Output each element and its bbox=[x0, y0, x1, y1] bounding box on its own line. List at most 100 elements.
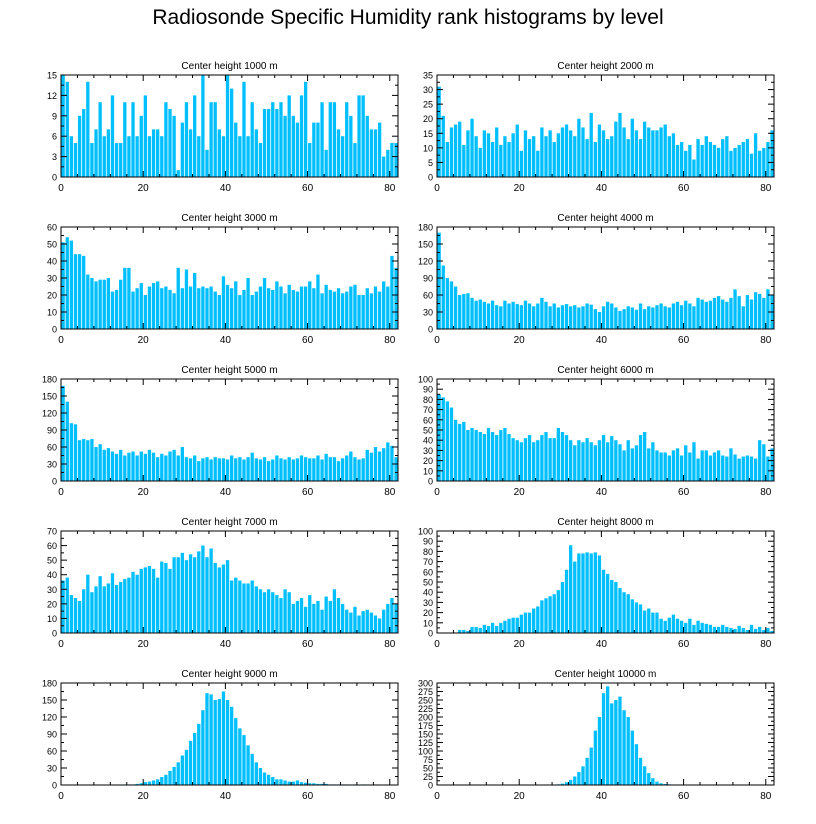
histogram-bar bbox=[523, 300, 528, 329]
histogram-bar bbox=[156, 577, 160, 633]
histogram-bar bbox=[86, 274, 90, 329]
histogram-panel: Center height 6000 m0 20 40 60 8001020304050… bbox=[418, 365, 775, 498]
histogram-bar bbox=[299, 598, 304, 633]
histogram-bar bbox=[585, 757, 589, 785]
histogram-bar bbox=[205, 288, 209, 329]
histogram-bar bbox=[532, 608, 536, 633]
histogram-bar bbox=[373, 447, 378, 481]
histogram-bar bbox=[437, 86, 441, 177]
histogram-bar bbox=[655, 450, 659, 481]
histogram-bar bbox=[597, 440, 602, 481]
histogram-bar bbox=[503, 300, 507, 329]
histogram-bar bbox=[225, 700, 230, 785]
y-tick-label: 30 bbox=[47, 460, 57, 470]
histogram-bar bbox=[655, 612, 659, 633]
histogram-bar bbox=[299, 95, 304, 177]
histogram-bar bbox=[164, 286, 168, 329]
histogram-bar bbox=[762, 297, 766, 329]
histogram-bar bbox=[729, 150, 733, 177]
histogram-bar bbox=[626, 594, 630, 633]
x-tick-label: 40 bbox=[220, 183, 232, 194]
histogram-bar bbox=[737, 144, 741, 177]
histogram-bar bbox=[225, 75, 230, 177]
histogram-bar bbox=[320, 102, 324, 177]
histogram-bar bbox=[634, 602, 639, 633]
x-tick-label: 60 bbox=[678, 791, 690, 802]
histogram-bar bbox=[168, 289, 172, 329]
histogram-bar bbox=[164, 774, 168, 785]
histogram-bar bbox=[486, 625, 491, 633]
histogram-bar bbox=[266, 288, 271, 329]
histogram-bar bbox=[205, 693, 209, 785]
histogram-bar bbox=[102, 586, 106, 633]
histogram-bar bbox=[197, 461, 201, 481]
histogram-bar bbox=[353, 143, 357, 177]
histogram-bar bbox=[622, 127, 626, 177]
histogram-bar bbox=[626, 717, 630, 785]
x-tick-label: 60 bbox=[678, 487, 690, 498]
y-tick-label: 35 bbox=[423, 71, 433, 81]
histogram-bar bbox=[127, 267, 131, 329]
histogram-bar bbox=[143, 782, 148, 785]
histogram-bar bbox=[532, 442, 536, 481]
histogram-bar bbox=[716, 626, 721, 633]
histogram-bar bbox=[610, 136, 614, 177]
histogram-bar bbox=[242, 735, 246, 785]
histogram-bar bbox=[766, 627, 770, 633]
histogram-bar bbox=[688, 618, 692, 633]
histogram-bar bbox=[449, 281, 454, 329]
histogram-bar bbox=[721, 624, 725, 633]
histogram-bar bbox=[382, 281, 386, 329]
histogram-bar bbox=[564, 124, 569, 177]
x-tick-label: 0 bbox=[58, 791, 64, 802]
histogram-bar bbox=[340, 136, 345, 177]
histogram-bar bbox=[250, 102, 254, 177]
histogram-bar bbox=[486, 427, 491, 481]
y-tick-label: 60 bbox=[423, 415, 433, 425]
panel-title: Center height 5000 m bbox=[181, 365, 277, 376]
histogram-bar bbox=[692, 159, 696, 177]
histogram-bar bbox=[745, 295, 750, 329]
histogram-bar bbox=[737, 625, 741, 633]
histogram-bar bbox=[753, 292, 758, 329]
histogram-bar bbox=[279, 779, 283, 785]
histogram-bar bbox=[394, 457, 398, 481]
y-tick-label: 90 bbox=[423, 537, 433, 547]
histogram-panel: Center height 8000 m0 20 40 60 8001020304050… bbox=[418, 517, 775, 650]
histogram-bar bbox=[332, 102, 337, 177]
histogram-bar bbox=[131, 291, 135, 329]
histogram-bar bbox=[647, 306, 651, 329]
y-tick-label: 100 bbox=[418, 527, 433, 537]
histogram-bar bbox=[61, 580, 65, 633]
histogram-bar bbox=[246, 745, 250, 785]
x-tick-label: 40 bbox=[220, 335, 232, 346]
histogram-bar bbox=[287, 284, 291, 329]
histogram-bar bbox=[564, 435, 569, 481]
y-tick-label: 150 bbox=[42, 696, 57, 706]
histogram-bar bbox=[762, 444, 766, 481]
histogram-bar bbox=[188, 458, 193, 481]
histogram-bar bbox=[377, 618, 382, 633]
histogram-bar bbox=[369, 612, 374, 633]
y-tick-label: 150 bbox=[42, 392, 57, 402]
histogram-bar bbox=[688, 452, 692, 481]
histogram-bar bbox=[458, 629, 462, 633]
y-tick-label: 175 bbox=[418, 721, 433, 731]
histogram-bar bbox=[700, 450, 704, 481]
histogram-bar bbox=[275, 455, 279, 481]
histogram-bar bbox=[733, 454, 737, 481]
histogram-bar bbox=[242, 81, 246, 177]
y-tick-label: 120 bbox=[418, 257, 433, 267]
histogram-bar bbox=[753, 458, 758, 481]
histogram-bar bbox=[135, 136, 139, 177]
histogram-bar bbox=[242, 459, 246, 481]
histogram-bar bbox=[758, 293, 762, 329]
histogram-bar bbox=[123, 455, 127, 481]
histogram-bar bbox=[667, 617, 671, 633]
histogram-bar bbox=[386, 603, 390, 633]
x-tick-label: 60 bbox=[678, 183, 690, 194]
histogram-bar bbox=[474, 136, 478, 177]
plot-frame bbox=[436, 682, 775, 786]
y-tick-label: 75 bbox=[423, 755, 433, 765]
histogram-bar bbox=[291, 781, 295, 785]
